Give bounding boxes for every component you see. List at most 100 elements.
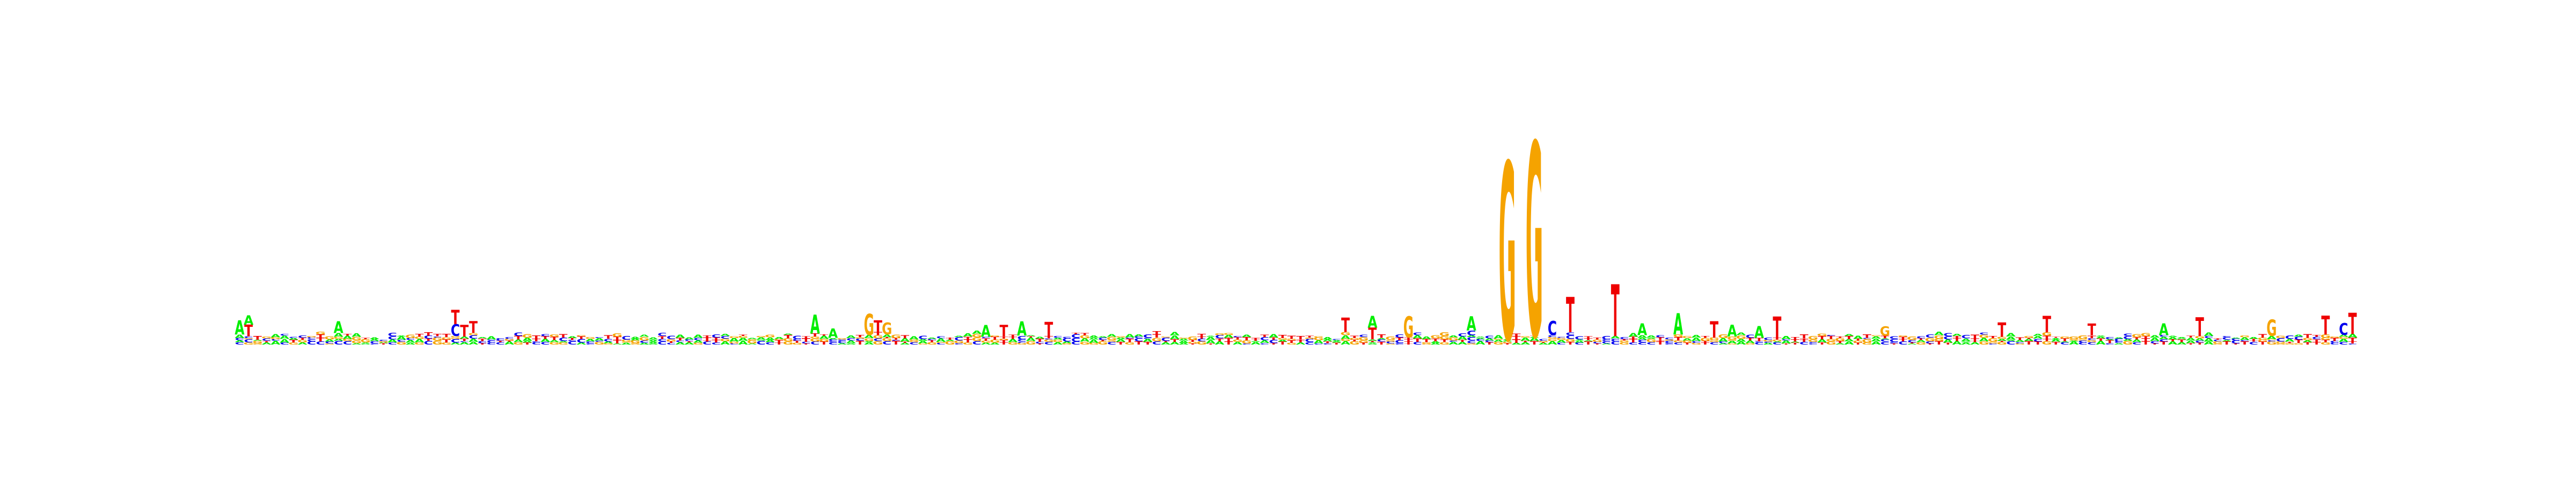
logo-letter-g-pos-51: G	[693, 342, 703, 346]
logo-letter-a-pos-86: A	[1008, 339, 1018, 343]
logo-letter-g-pos-206: G	[2087, 340, 2097, 343]
logo-letter-a-pos-51: A	[693, 340, 704, 343]
logo-letter-c-pos-192: C	[1962, 334, 1971, 340]
logo-letter-g-pos-124: G	[1349, 341, 1359, 346]
logo-letter-a-pos-223: A	[2240, 337, 2250, 341]
logo-letter-t-pos-174: T	[1800, 338, 1809, 340]
logo-letter-a-pos-162: A	[1692, 334, 1702, 339]
logo-letter-a-pos-179: A	[1844, 341, 1854, 346]
logo-letter-g-pos-22: G	[432, 337, 442, 342]
logo-letter-g-pos-94: G	[1080, 335, 1090, 340]
logo-letter-t-pos-191: T	[1952, 335, 1962, 338]
logo-letter-c-pos-195: C	[1988, 343, 1997, 345]
logo-letter-c-pos-205: C	[2078, 340, 2087, 343]
logo-letter-a-pos-137: A	[1467, 313, 1476, 336]
logo-letter-g-pos-203: G	[2060, 336, 2070, 339]
logo-letter-g-pos-141: G	[1498, 113, 1516, 396]
logo-letter-t-pos-96: T	[1099, 340, 1108, 341]
logo-letter-t-pos-7: T	[298, 337, 308, 340]
logo-letter-a-pos-59: A	[765, 339, 775, 343]
logo-letter-g-pos-117: G	[1286, 339, 1297, 341]
logo-letter-t-pos-168: T	[1746, 337, 1754, 341]
logo-letter-c-pos-53: C	[712, 334, 721, 339]
logo-letter-g-pos-132: G	[1421, 342, 1431, 343]
logo-letter-a-pos-198: A	[2015, 340, 2025, 342]
logo-letter-c-pos-137: C	[1467, 336, 1476, 342]
logo-letter-g-pos-77: G	[927, 342, 937, 346]
logo-letter-a-pos-83: A	[981, 342, 991, 345]
logo-letter-c-pos-6: C	[289, 336, 298, 338]
logo-letter-a-pos-108: A	[1206, 336, 1216, 341]
logo-letter-a-pos-180: A	[1853, 335, 1863, 340]
logo-letter-g-pos-91: G	[1052, 339, 1063, 343]
logo-letter-t-pos-123: T	[1341, 315, 1350, 338]
logo-letter-c-pos-87: C	[1017, 339, 1026, 342]
logo-letter-g-pos-154: G	[1619, 342, 1629, 346]
logo-letter-a-pos-30: A	[504, 341, 515, 346]
logo-letter-c-pos-135: C	[1449, 340, 1458, 342]
logo-letter-t-pos-145: T	[1539, 342, 1548, 343]
logo-letter-c-pos-145: C	[1539, 339, 1548, 341]
logo-letter-t-pos-61: T	[784, 334, 792, 340]
logo-letter-a-pos-61: A	[783, 333, 793, 335]
logo-letter-c-pos-1: C	[244, 336, 253, 339]
logo-letter-c-pos-138: C	[1476, 339, 1485, 342]
logo-letter-g-pos-23: G	[441, 336, 451, 340]
logo-letter-a-pos-57: A	[747, 337, 757, 339]
logo-letter-g-pos-20: G	[414, 342, 425, 345]
logo-letter-t-pos-188: T	[1926, 343, 1935, 345]
logo-letter-c-pos-62: C	[793, 339, 802, 341]
logo-letter-t-pos-79: T	[946, 338, 955, 340]
logo-letter-g-pos-65: G	[819, 338, 829, 342]
logo-letter-a-pos-46: A	[648, 341, 658, 344]
logo-letter-a-pos-12: A	[342, 335, 353, 340]
logo-letter-c-pos-48: C	[667, 335, 676, 340]
logo-letter-t-pos-56: T	[739, 334, 748, 336]
logo-letter-a-pos-0: A	[235, 317, 244, 340]
logo-letter-c-pos-49: C	[676, 340, 685, 343]
logo-letter-c-pos-39: C	[586, 341, 595, 344]
logo-letter-g-pos-195: G	[1988, 341, 1998, 344]
logo-letter-c-pos-97: C	[1107, 341, 1116, 346]
logo-letter-a-pos-37: A	[567, 336, 577, 339]
logo-letter-g-pos-132: G	[1421, 343, 1431, 345]
logo-letter-a-pos-121: A	[1323, 336, 1333, 340]
logo-letter-t-pos-151: T	[1593, 337, 1602, 340]
logo-letter-a-pos-65: A	[819, 335, 829, 340]
logo-letter-g-pos-210: G	[2123, 340, 2133, 346]
logo-letter-a-pos-103: A	[1161, 342, 1171, 346]
logo-letter-c-pos-16: C	[379, 339, 388, 341]
logo-letter-a-pos-104: A	[1170, 335, 1180, 341]
logo-letter-t-pos-74: T	[901, 334, 909, 339]
logo-letter-g-pos-212: G	[2141, 332, 2151, 338]
logo-letter-c-pos-33: C	[532, 342, 541, 345]
logo-letter-c-pos-184: C	[1890, 338, 1899, 343]
logo-letter-t-pos-202: T	[2052, 336, 2061, 338]
logo-letter-c-pos-3: C	[262, 338, 271, 342]
logo-letter-g-pos-48: G	[666, 339, 676, 342]
logo-letter-t-pos-158: T	[1656, 340, 1665, 342]
logo-letter-c-pos-43: C	[621, 335, 631, 341]
logo-letter-c-pos-15: C	[370, 343, 379, 345]
logo-letter-a-pos-95: A	[1089, 337, 1099, 340]
logo-letter-c-pos-151: C	[1593, 341, 1602, 345]
logo-letter-g-pos-35: G	[549, 334, 559, 338]
logo-letter-c-pos-31: C	[514, 331, 523, 337]
logo-letter-a-pos-170: A	[1763, 342, 1773, 345]
logo-letter-g-pos-180: G	[1853, 340, 1863, 343]
logo-letter-g-pos-161: G	[1682, 340, 1692, 343]
logo-letter-c-pos-157: C	[1646, 342, 1656, 346]
logo-letter-g-pos-186: G	[1907, 336, 1917, 341]
logo-letter-a-pos-135: A	[1448, 341, 1459, 346]
logo-letter-a-pos-95: A	[1089, 339, 1099, 345]
logo-letter-c-pos-137: C	[1467, 340, 1476, 345]
logo-letter-t-pos-201: T	[2043, 312, 2051, 338]
logo-letter-g-pos-13: G	[352, 336, 362, 342]
logo-letter-t-pos-47: T	[658, 335, 667, 340]
logo-letter-a-pos-168: A	[1745, 340, 1755, 345]
logo-letter-c-pos-75: C	[909, 342, 918, 346]
logo-letter-a-pos-216: A	[2177, 338, 2186, 340]
logo-letter-c-pos-0: C	[235, 341, 244, 346]
logo-letter-t-pos-158: T	[1656, 337, 1665, 341]
logo-letter-c-pos-169: C	[1754, 341, 1763, 343]
